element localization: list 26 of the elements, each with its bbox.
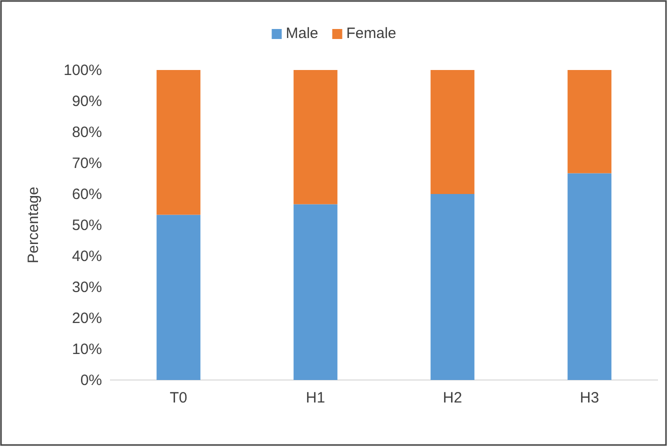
bar <box>156 70 200 215</box>
legend-label: Male <box>286 25 318 42</box>
y-tick-label: 0% <box>80 372 102 389</box>
bar <box>430 70 474 194</box>
y-tick-label: 40% <box>72 248 102 265</box>
y-tick-label: 100% <box>64 62 102 79</box>
y-tick-label: 20% <box>72 310 102 327</box>
x-tick-label: H2 <box>442 390 462 407</box>
bar <box>568 70 612 174</box>
bar <box>294 204 338 380</box>
y-tick-label: 50% <box>72 216 102 234</box>
bar <box>294 70 338 204</box>
x-tick-label: H1 <box>306 390 326 407</box>
y-tick-label: 30% <box>72 278 102 296</box>
bar <box>430 194 474 380</box>
bar <box>156 214 200 380</box>
y-tick-label: 70% <box>72 154 102 172</box>
y-tick-label: 60% <box>72 186 102 203</box>
y-axis-title: Percentage <box>25 186 42 264</box>
y-tick-label: 10% <box>72 340 102 358</box>
legend-label: Female <box>346 25 396 42</box>
y-tick-label: 90% <box>72 92 102 110</box>
x-tick-label: H3 <box>580 390 600 407</box>
bar <box>568 173 612 380</box>
x-tick-label: T0 <box>170 390 188 407</box>
y-tick-label: 80% <box>72 124 102 141</box>
